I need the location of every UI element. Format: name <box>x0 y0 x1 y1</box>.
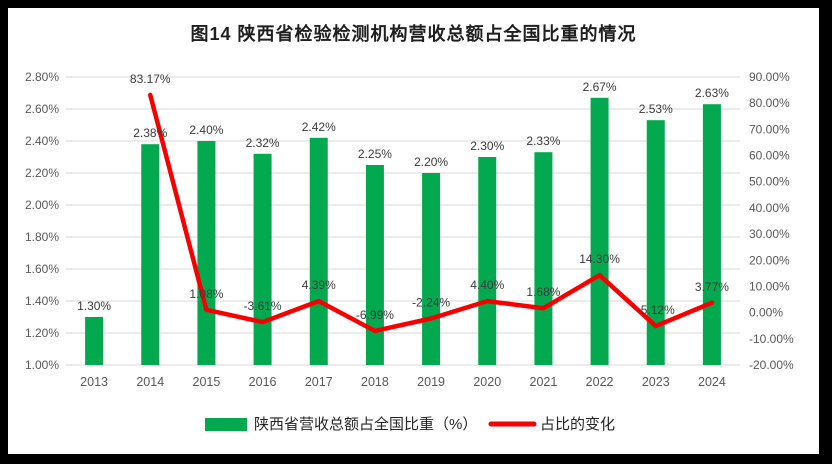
left-axis-tick-label: 2.00% <box>25 198 59 212</box>
bar <box>702 104 721 365</box>
line-label: 4.39% <box>302 278 336 292</box>
left-axis-tick-label: 2.40% <box>25 134 59 148</box>
line-label: -5.12% <box>637 303 675 317</box>
bar-label: 2.20% <box>414 155 448 169</box>
category-axis: 2013 2014 2015 2016 2017 2018 2019 2020 2021 2022… <box>80 375 726 389</box>
left-axis-tick-label: 1.00% <box>25 358 59 372</box>
category-label: 2023 <box>642 375 670 389</box>
right-axis-tick-label: 60.00% <box>749 149 790 163</box>
gridlines <box>66 76 740 366</box>
legend: 陕西省营收总额占全国比重（%） 占比的变化 <box>205 415 615 433</box>
bar-labels: 1.30% 2.38% 2.40% 2.32% 2.42% 2.25% 2.20% 2.30%… <box>77 80 729 313</box>
right-axis-tick-label: 70.00% <box>749 122 790 136</box>
chart-title: 图14 陕西省检验检测机构营收总额占全国比重的情况 <box>190 24 637 44</box>
line-label: -2.24% <box>412 296 450 310</box>
bar-label: 2.33% <box>526 134 560 148</box>
category-label: 2024 <box>698 375 726 389</box>
bar-label: 2.67% <box>583 80 617 94</box>
line-label: -3.61% <box>244 299 282 313</box>
category-label: 2018 <box>361 375 389 389</box>
chart-canvas: 图14 陕西省检验检测机构营收总额占全国比重的情况 2.80% 2.60% 2.40… <box>8 8 819 454</box>
category-label: 2021 <box>530 375 558 389</box>
combo-chart: 2.80% 2.60% 2.40% 2.20% 2.00% 1.80% 1.60% 1.40%… <box>25 70 794 433</box>
line-label: 4.40% <box>470 278 504 292</box>
left-axis-tick-label: 1.20% <box>25 326 59 340</box>
line-label: 1.68% <box>526 285 560 299</box>
line-label: 3.77% <box>695 280 729 294</box>
change-line <box>148 92 715 334</box>
right-axis-tick-label: -10.00% <box>749 332 794 346</box>
line-series <box>148 92 715 334</box>
line-label: 1.08% <box>189 287 223 301</box>
bar-label: 2.32% <box>246 136 280 150</box>
right-axis-tick-label: -20.00% <box>749 358 794 372</box>
left-axis-tick-label: 2.60% <box>25 102 59 116</box>
right-axis-tick-label: 90.00% <box>749 70 790 84</box>
category-label: 2019 <box>417 375 445 389</box>
bar-label: 2.30% <box>470 139 504 153</box>
left-axis-tick-label: 1.80% <box>25 230 59 244</box>
left-axis-ticks: 2.80% 2.60% 2.40% 2.20% 2.00% 1.80% 1.60% 1.40%… <box>25 70 59 372</box>
bar <box>309 137 328 365</box>
bar <box>422 173 441 365</box>
left-axis-tick-label: 2.80% <box>25 70 59 84</box>
category-label: 2014 <box>136 375 164 389</box>
category-label: 2015 <box>193 375 221 389</box>
bar-label: 2.38% <box>133 126 167 140</box>
bar-label: 2.63% <box>695 86 729 100</box>
category-label: 2020 <box>473 375 501 389</box>
bar-label: 1.30% <box>77 299 111 313</box>
right-axis-tick-label: 40.00% <box>749 201 790 215</box>
bar <box>197 141 216 365</box>
bar <box>590 97 609 366</box>
bar <box>85 317 104 365</box>
right-axis-tick-label: 80.00% <box>749 96 790 110</box>
legend-bar-swatch <box>205 418 247 431</box>
bar <box>141 144 160 365</box>
right-axis-tick-label: 30.00% <box>749 227 790 241</box>
line-labels: 83.17% 1.08% -3.61% 4.39% -6.99% -2.24% 4.40% 1… <box>130 72 729 322</box>
category-label: 2022 <box>586 375 614 389</box>
bar <box>253 153 272 365</box>
left-axis-tick-label: 1.40% <box>25 294 59 308</box>
bar <box>365 165 384 365</box>
category-label: 2013 <box>80 375 108 389</box>
category-label: 2016 <box>249 375 277 389</box>
left-axis-tick-label: 2.20% <box>25 166 59 180</box>
bar <box>478 157 497 365</box>
right-axis-ticks: 90.00% 80.00% 70.00% 60.00% 50.00% 40.00% 30.0… <box>749 70 794 372</box>
legend-line-label: 占比的变化 <box>540 416 615 433</box>
left-axis-tick-label: 1.60% <box>25 262 59 276</box>
bar-label: 2.40% <box>189 123 223 137</box>
bar <box>646 120 665 365</box>
right-axis-tick-label: 0.00% <box>749 306 783 320</box>
bar <box>534 152 553 365</box>
category-label: 2017 <box>305 375 333 389</box>
line-label: 83.17% <box>130 72 171 86</box>
line-label: -6.99% <box>356 308 394 322</box>
bar-label: 2.53% <box>639 102 673 116</box>
right-axis-tick-label: 50.00% <box>749 175 790 189</box>
legend-bar-label: 陕西省营收总额占全国比重（%） <box>254 415 477 433</box>
bar-label: 2.42% <box>302 120 336 134</box>
bar-series <box>85 97 721 366</box>
right-axis-tick-label: 10.00% <box>749 279 790 293</box>
right-axis-tick-label: 20.00% <box>749 253 790 267</box>
line-label: 14.30% <box>579 252 620 266</box>
bar-label: 2.25% <box>358 147 392 161</box>
